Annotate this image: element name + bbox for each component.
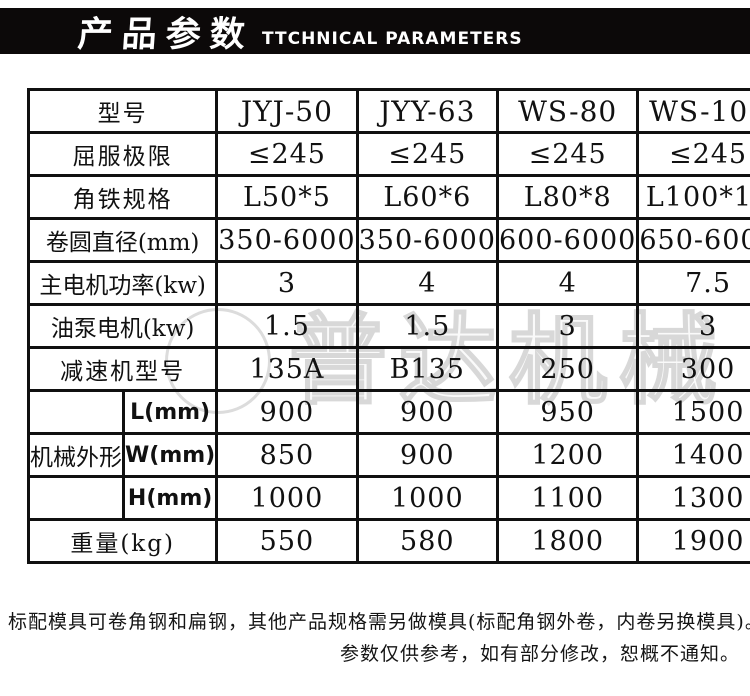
header-banner: 产品参数 TTCHNICAL PARAMETERS — [0, 8, 750, 55]
table-cell: 600-6000 — [495, 217, 640, 263]
table-row-roll-diameter: 卷圆直径(mm) 350-6000 350-6000 600-6000 650-… — [26, 217, 750, 263]
row-label-model: 型号 — [26, 88, 219, 134]
table-cell: ≤245 — [355, 131, 499, 177]
table-cell: 3 — [636, 303, 750, 349]
table-cell: 1400 — [636, 432, 750, 478]
table-cell: L80*8 — [495, 174, 640, 220]
table-cell: L60*6 — [355, 174, 499, 220]
table-cell: 1500 — [636, 389, 750, 435]
row-label: 油泵电机(kw) — [26, 303, 219, 349]
table-cell: 350-6000 — [355, 217, 499, 263]
table-cell: 3 — [495, 303, 640, 349]
spec-table: 型号 JYJ-50 JYY-63 WS-80 WS-100 屈服极限 ≤245 … — [26, 88, 750, 564]
table-cell: L100*10 — [636, 174, 750, 220]
row-label: 减速机型号 — [26, 346, 219, 392]
dimension-sublabel: W(mm) — [121, 432, 219, 478]
table-cell: 350-6000 — [215, 217, 359, 263]
table-cell: 135A — [215, 346, 359, 392]
table-cell: 550 — [215, 518, 359, 564]
table-cell: ≤245 — [636, 131, 750, 177]
page-title-cn: 产品参数 — [76, 14, 256, 55]
table-cell: 250 — [495, 346, 640, 392]
table-cell: 1900 — [636, 518, 750, 564]
table-cell: ≤245 — [495, 131, 640, 177]
table-cell: 900 — [355, 389, 499, 435]
model-cell: WS-80 — [495, 88, 640, 134]
table-cell: 650-6000 — [636, 217, 750, 263]
model-cell: WS-100 — [636, 88, 750, 134]
table-cell: 4 — [495, 260, 640, 306]
table-cell: 950 — [495, 389, 640, 435]
table-cell: 580 — [355, 518, 499, 564]
table-row-weight: 重量(kg) 550 580 1800 1900 — [26, 518, 750, 564]
table-cell: 1000 — [215, 475, 359, 521]
table-cell: 1.5 — [215, 303, 359, 349]
table-cell: 4 — [355, 260, 499, 306]
dimension-group-label: 机械外形 — [27, 432, 125, 478]
footnote-mould: 标配模具可卷角钢和扁钢，其他产品规格需另做模具(标配角钢外卷，内卷另换模具)。 — [8, 611, 750, 633]
table-row-oil-pump: 油泵电机(kw) 1.5 1.5 3 3 — [26, 303, 750, 349]
table-cell: 850 — [215, 432, 359, 478]
table-cell: 900 — [355, 432, 499, 478]
table-cell: 7.5 — [636, 260, 750, 306]
row-label: 屈服极限 — [26, 131, 219, 177]
table-cell: 1300 — [636, 475, 750, 521]
table-cell: B135 — [355, 346, 499, 392]
table-cell: 1800 — [495, 518, 640, 564]
table-cell: 3 — [215, 260, 359, 306]
table-row-model: 型号 JYJ-50 JYY-63 WS-80 WS-100 — [26, 88, 750, 134]
dimension-label-spacer — [27, 389, 125, 435]
table-row-dimension-W: 机械外形 W(mm) 850 900 1200 1400 — [27, 432, 750, 478]
table-cell: 300 — [636, 346, 750, 392]
table-cell: L50*5 — [215, 174, 359, 220]
row-label: 卷圆直径(mm) — [26, 217, 219, 263]
table-cell: ≤245 — [215, 131, 359, 177]
row-label: 角铁规格 — [26, 174, 219, 220]
model-cell: JYY-63 — [355, 88, 499, 134]
model-cell: JYJ-50 — [215, 88, 359, 134]
table-row-reducer: 减速机型号 135A B135 250 300 — [26, 346, 750, 392]
table-cell: 1200 — [495, 432, 640, 478]
table-row-dimension-L: L(mm) 900 900 950 1500 — [27, 389, 750, 435]
page-title-en: TTCHNICAL PARAMETERS — [262, 29, 523, 49]
dimension-sublabel: L(mm) — [121, 389, 219, 435]
row-label-weight: 重量(kg) — [26, 518, 219, 564]
table-cell: 1100 — [495, 475, 640, 521]
table-cell: 1000 — [355, 475, 499, 521]
footnote-disclaimer: 参数仅供参考，如有部分修改，恕概不通知。 — [339, 643, 740, 665]
table-row-angle-iron: 角铁规格 L50*5 L60*6 L80*8 L100*10 — [26, 174, 750, 220]
dimension-label-spacer — [27, 475, 125, 521]
dimension-sublabel: H(mm) — [121, 475, 219, 521]
table-cell: 1.5 — [355, 303, 499, 349]
table-cell: 900 — [215, 389, 359, 435]
row-label: 主电机功率(kw) — [26, 260, 219, 306]
table-row-dimension-H: H(mm) 1000 1000 1100 1300 — [27, 475, 750, 521]
table-row-main-motor: 主电机功率(kw) 3 4 4 7.5 — [26, 260, 750, 306]
table-row-yield-limit: 屈服极限 ≤245 ≤245 ≤245 ≤245 — [26, 131, 750, 177]
